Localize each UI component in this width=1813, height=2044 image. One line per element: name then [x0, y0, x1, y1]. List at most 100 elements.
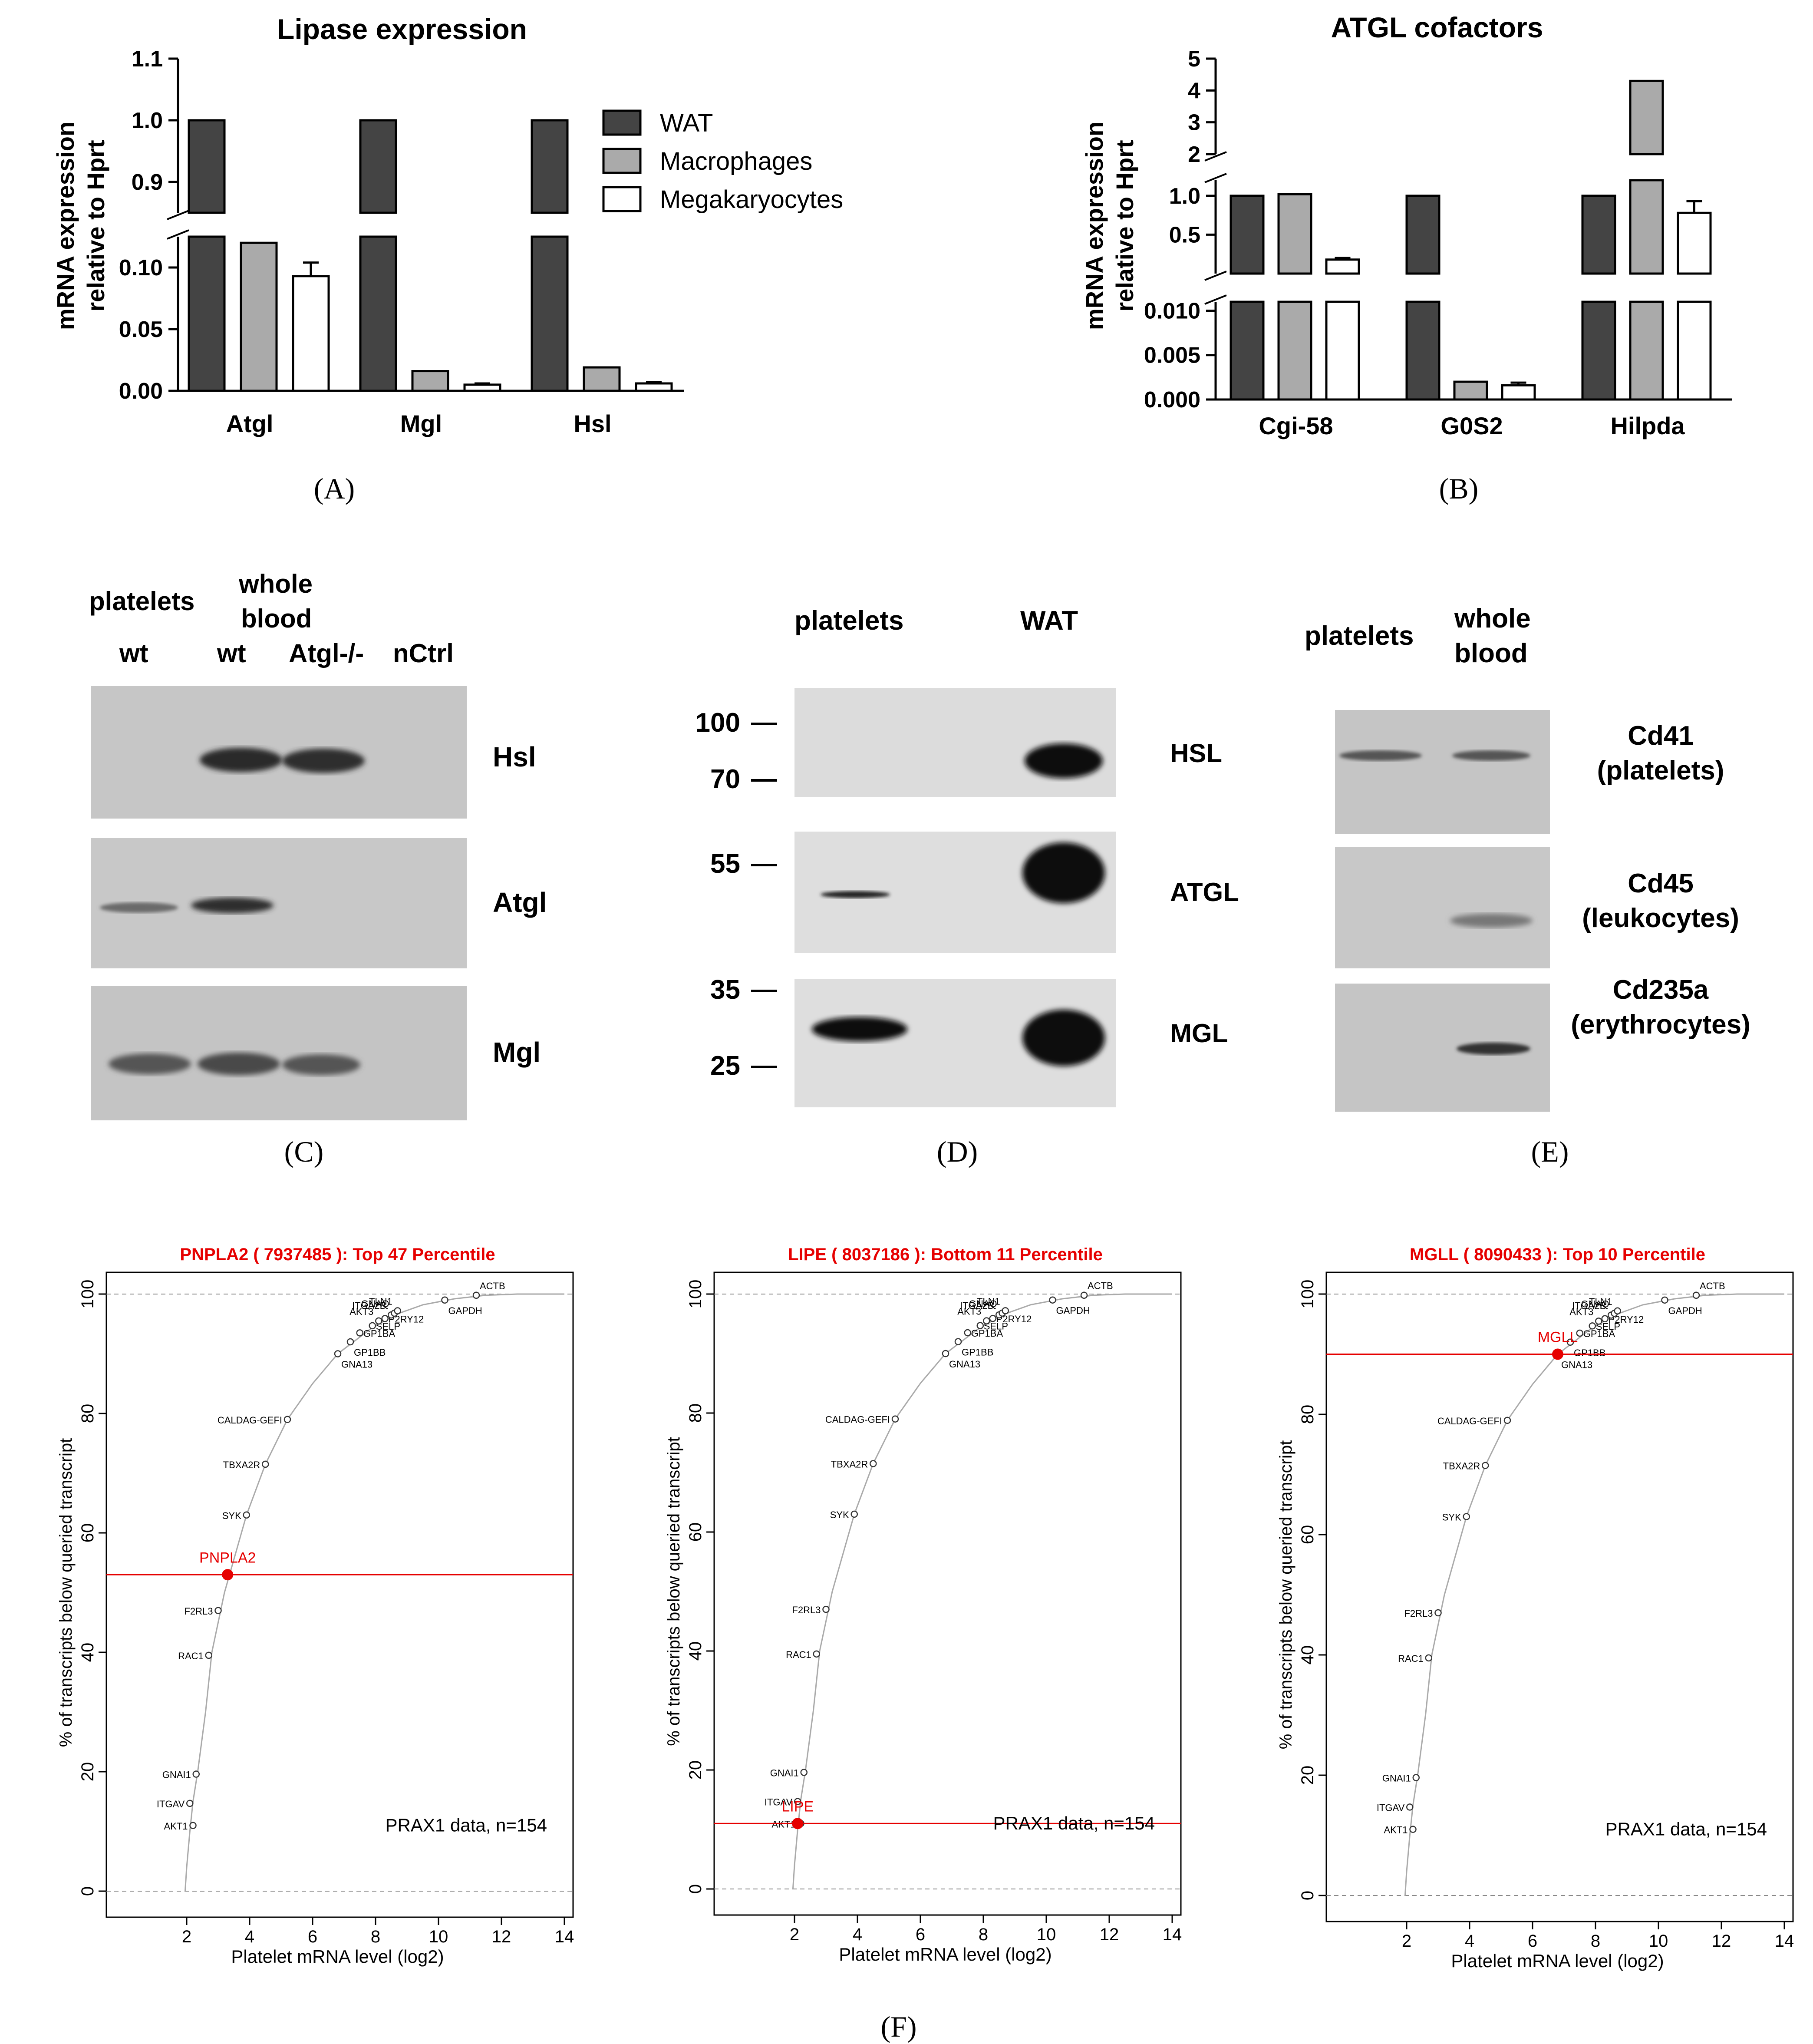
- plot-mgll-ytick-label: 60: [1298, 1525, 1317, 1545]
- chart-a-ylabel-line2: relative to Hprt: [82, 140, 109, 311]
- plot-lipe-point-akt3: [983, 1317, 990, 1324]
- plot-mgll-point-gnai1: [1412, 1774, 1420, 1781]
- plot-mgll-annotation: PRAX1 data, n=154: [1605, 1819, 1767, 1839]
- plot-pnpla2-point-tln1: [394, 1307, 401, 1314]
- blot-c-header-nctrl: nCtrl: [393, 639, 454, 668]
- plot-mgll-point-f2rl3: [1434, 1609, 1442, 1617]
- plot-lipe-point-selp: [976, 1322, 984, 1329]
- chart-a-bar-wat-atgl-upper: [188, 119, 226, 214]
- blot-c-header-wt-2: wt: [217, 639, 246, 668]
- plot-mgll-point-label: GNA13: [1561, 1360, 1592, 1370]
- plot-pnpla2-point-p2ry12: [381, 1315, 389, 1322]
- blot-c-mgl-band-wb-ko: [282, 1054, 360, 1075]
- chart-a-ytick-label: 0.10: [119, 255, 163, 281]
- chart-b-ytick-label: 4: [1188, 78, 1200, 103]
- plot-mgll-frame: [1325, 1271, 1794, 1922]
- panel-label-f: (F): [880, 2010, 916, 2043]
- blot-c-header-wt-1: wt: [119, 639, 148, 668]
- plot-lipe-point-label: CALDAG-GEFI: [825, 1414, 890, 1425]
- plot-mgll-point-tln1: [1614, 1307, 1621, 1315]
- chart-b-errorbar: [1686, 200, 1702, 213]
- plot-lipe-point-label: F2RL3: [792, 1605, 821, 1615]
- plot-mgll-xtick-label: 4: [1465, 1932, 1474, 1951]
- panel-label-b: (B): [1439, 472, 1479, 505]
- plot-lipe-point-label: GAPDH: [1056, 1305, 1090, 1316]
- plot-mgll-point-label: ITGAV: [1377, 1802, 1405, 1813]
- chart-b-ytick-label: 2: [1188, 142, 1200, 167]
- chart-b-ytick-label: 0.010: [1144, 298, 1200, 324]
- chart-a-legend-label: Megakaryocytes: [660, 185, 843, 214]
- blot-c-header-platelets: platelets: [89, 587, 194, 616]
- blot-d-row-atgl: ATGL: [1170, 878, 1239, 907]
- plot-mgll-point-rac1: [1425, 1654, 1432, 1662]
- plot-lipe-xtick-label: 4: [853, 1925, 862, 1944]
- plot-pnpla2-xtick-label: 14: [555, 1927, 574, 1946]
- plot-mgll-point-label: F2RL3: [1404, 1608, 1433, 1619]
- plot-lipe-point-gp1ba: [964, 1329, 971, 1337]
- plot-pnpla2-point-akt1: [189, 1822, 197, 1829]
- plot-pnpla2-point-tbxa2r: [262, 1460, 269, 1468]
- chart-a-ytick-label: 1.1: [132, 46, 163, 72]
- plot-pnpla2-point-label: RAC1: [178, 1651, 204, 1661]
- plot-lipe-point-rac1: [813, 1650, 820, 1658]
- chart-a-ytick-label: 1.0: [132, 108, 163, 133]
- plot-lipe-point-label: ACTB: [1088, 1281, 1113, 1291]
- plot-pnpla2-xtick-label: 8: [371, 1927, 380, 1946]
- chart-a-bar-megakaryocytes-mgl: [463, 383, 501, 392]
- plot-lipe-ytick-label: 60: [686, 1522, 705, 1542]
- plot-pnpla2-point-label: GNAI1: [162, 1770, 191, 1780]
- plot-pnpla2-point-actb: [472, 1291, 480, 1299]
- chart-b-bar-wat-g0s2: [1405, 300, 1441, 401]
- blot-e-header-wholeblood-2: blood: [1454, 638, 1528, 668]
- plot-lipe-xtick-label: 12: [1100, 1925, 1119, 1944]
- plot-mgll-point-label: CALDAG-GEFI: [1437, 1416, 1502, 1427]
- plot-lipe-point-gnai1: [800, 1769, 808, 1776]
- plot-lipe-curve: [792, 1293, 1172, 1889]
- plot-mgll-xtick-label: 12: [1712, 1932, 1731, 1951]
- plot-mgll-point-p2ry12: [1601, 1315, 1609, 1323]
- plot-pnpla2-xtick-label: 4: [245, 1927, 254, 1946]
- plot-mgll-point-label: GNAQ: [1581, 1298, 1609, 1309]
- blot-c-mgl-band-wb-wt: [198, 1053, 280, 1075]
- blot-e-cd45-band-wb: [1450, 914, 1533, 928]
- plot-lipe-ylabel: % of transcripts below queried transcrip…: [664, 1437, 683, 1746]
- plot-pnpla2-ytick-label: 20: [78, 1762, 97, 1782]
- blot-e-cd41-band-wb: [1452, 750, 1530, 761]
- chart-b-errorbar: [1510, 381, 1526, 386]
- chart-a-errorbar: [646, 381, 662, 383]
- chart-b-ytick-label: 3: [1188, 110, 1200, 135]
- plot-lipe-point-tln1: [1002, 1307, 1009, 1314]
- plot-pnpla2-xlabel: Platelet mRNA level (log2): [231, 1946, 444, 1967]
- blot-e-row-cd41-cell: (platelets): [1597, 756, 1724, 786]
- plot-mgll-point-tbxa2r: [1482, 1462, 1489, 1469]
- chart-b-bar-megakaryocytes-hilpda: [1677, 300, 1712, 401]
- plot-lipe-query-label: LIPE: [781, 1798, 814, 1815]
- chart-b-bar-macrophages-g0s2: [1453, 380, 1488, 401]
- plot-pnpla2-point-label: GAPDH: [448, 1305, 482, 1316]
- plot-pnpla2-point-label: TBXA2R: [223, 1460, 260, 1470]
- chart-a-ylabel-line1: mRNA expression: [52, 122, 79, 330]
- plot-mgll-xtick-label: 8: [1591, 1932, 1600, 1951]
- plot-mgll-point-label: ITGA2B: [1572, 1300, 1606, 1311]
- chart-a-legend-swatch: [602, 148, 642, 174]
- plot-mgll-point-akt3: [1595, 1318, 1602, 1325]
- plot-mgll-ytick-label: 80: [1298, 1405, 1317, 1424]
- plot-lipe-point-syk: [850, 1510, 858, 1518]
- chart-a-legend: WAT Macrophages Megakaryocytes: [602, 109, 843, 214]
- plot-mgll-xtick-label: 10: [1649, 1932, 1668, 1951]
- blot-c-hsl-membrane: [91, 686, 467, 819]
- chart-b-title: ATGL cofactors: [1331, 11, 1543, 43]
- chart-b-ytick-label: 0.5: [1169, 222, 1200, 248]
- plot-lipe-point-gapdh: [1049, 1296, 1056, 1304]
- blot-e-cd45-membrane: [1335, 847, 1550, 968]
- plot-pnpla2-point-f2rl3: [214, 1607, 222, 1614]
- plot-lipe-ytick-label: 20: [686, 1760, 705, 1780]
- blot-c-atgl-band-wb-wt: [191, 898, 274, 913]
- panel-c-blot: platelets whole blood wt wt Atgl-/- nCtr…: [89, 569, 547, 1120]
- plot-lipe-point-label: ITGA2B: [960, 1300, 994, 1311]
- plot-mgll-point-label: GP1BB: [1574, 1347, 1605, 1358]
- chart-b-bar-macrophages-hilpda: [1629, 300, 1664, 401]
- chart-a-xtick-label: Mgl: [400, 410, 442, 437]
- chart-a-bar-megakaryocytes-atgl: [292, 275, 330, 392]
